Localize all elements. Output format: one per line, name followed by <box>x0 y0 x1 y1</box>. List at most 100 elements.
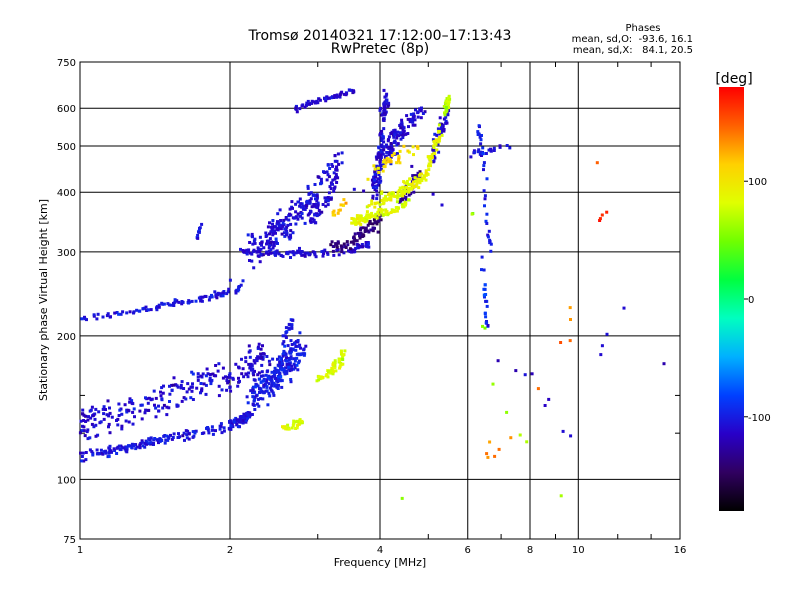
data-point <box>189 385 193 389</box>
data-point <box>289 222 293 226</box>
data-point <box>298 107 302 111</box>
data-point <box>150 397 154 401</box>
data-point <box>482 168 485 172</box>
data-point <box>242 414 246 418</box>
data-point <box>336 240 340 244</box>
data-point <box>273 225 277 229</box>
data-point <box>204 383 208 387</box>
data-point <box>187 437 191 441</box>
data-point <box>371 197 375 200</box>
data-point <box>406 117 410 121</box>
data-point <box>489 147 493 151</box>
data-point <box>388 157 392 161</box>
data-point <box>493 454 497 458</box>
data-point <box>298 204 302 208</box>
data-point <box>187 301 190 305</box>
colorbar-tick-label: -100 <box>748 413 771 424</box>
data-point <box>339 203 343 207</box>
data-point <box>213 290 217 294</box>
data-point <box>225 388 229 392</box>
y-tick-label: 200 <box>57 332 76 343</box>
data-point <box>376 183 380 187</box>
data-point <box>377 173 381 176</box>
data-point <box>395 133 399 137</box>
data-point <box>272 381 276 385</box>
data-point <box>355 239 359 243</box>
data-point <box>366 242 370 246</box>
data-point <box>395 196 399 200</box>
data-point <box>303 105 307 109</box>
data-point <box>244 372 248 376</box>
y-tick-label: 600 <box>57 104 76 115</box>
data-point <box>402 144 406 148</box>
data-point <box>380 149 384 152</box>
data-point <box>312 193 316 197</box>
data-point <box>327 370 330 373</box>
data-point <box>426 172 430 176</box>
data-point <box>237 376 240 380</box>
data-point <box>226 290 230 294</box>
data-point <box>389 132 393 135</box>
data-point <box>258 235 262 239</box>
data-point <box>176 385 180 389</box>
data-point <box>155 308 159 312</box>
data-point <box>367 245 371 249</box>
data-point <box>281 254 285 258</box>
data-point <box>326 375 330 379</box>
data-point <box>289 348 293 352</box>
data-point <box>187 387 191 391</box>
data-point <box>133 443 136 447</box>
data-point <box>141 444 145 448</box>
data-point <box>271 233 275 237</box>
data-point <box>112 447 116 451</box>
data-point <box>200 387 204 391</box>
data-point <box>430 153 434 157</box>
data-point <box>273 374 276 378</box>
data-point <box>289 233 292 237</box>
data-point <box>298 197 302 201</box>
data-point <box>80 455 84 458</box>
data-point <box>199 298 203 301</box>
data-point <box>168 392 172 396</box>
data-point <box>400 121 404 125</box>
data-point <box>237 366 241 370</box>
data-point <box>176 404 180 408</box>
data-point <box>170 388 174 392</box>
data-point <box>125 311 129 315</box>
data-point <box>568 339 572 343</box>
data-point <box>248 349 252 353</box>
data-point <box>298 246 301 250</box>
data-point <box>416 180 420 184</box>
x-tick-label: 10 <box>572 545 585 556</box>
data-point <box>99 420 103 424</box>
data-point <box>322 249 326 253</box>
data-point <box>444 106 448 109</box>
data-point <box>424 178 428 182</box>
data-point <box>118 408 122 412</box>
data-point <box>372 164 376 168</box>
data-point <box>321 203 325 206</box>
data-point <box>154 396 158 400</box>
data-point <box>372 175 376 179</box>
data-point <box>260 243 263 247</box>
data-point <box>115 311 119 314</box>
data-point <box>265 380 269 384</box>
data-point <box>314 221 318 225</box>
data-point <box>277 364 281 368</box>
data-point <box>487 229 491 233</box>
data-point <box>262 383 266 387</box>
data-point <box>146 401 150 405</box>
data-point <box>248 251 252 255</box>
data-point <box>333 94 337 98</box>
data-point <box>389 155 393 159</box>
data-point <box>271 391 275 395</box>
data-point <box>310 217 314 221</box>
data-point <box>443 113 447 117</box>
data-point <box>432 146 436 149</box>
data-point <box>390 192 394 196</box>
data-point <box>385 156 389 160</box>
data-point <box>180 380 184 384</box>
data-point <box>299 346 302 350</box>
data-point <box>253 395 257 399</box>
data-point <box>355 217 359 221</box>
